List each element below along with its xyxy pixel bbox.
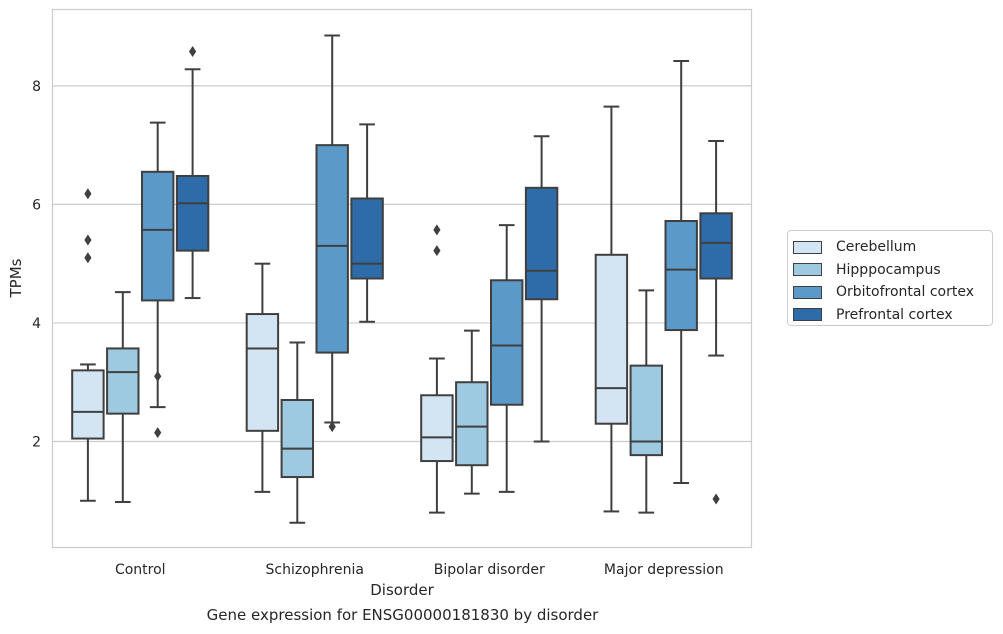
iqr-box — [245, 313, 280, 432]
iqr-box — [71, 369, 105, 440]
iqr-box — [699, 212, 733, 280]
box-major-depression-prefrontal-cortex — [699, 139, 733, 505]
outlier-point — [154, 370, 162, 382]
box-major-depression-cerebellum — [594, 105, 629, 513]
x-axis-ticks: Control Schizophrenia Bipolar disorder Majo… — [115, 562, 724, 578]
outlier-point — [154, 427, 162, 439]
boxes — [71, 34, 733, 524]
y-tick-label: 2 — [32, 434, 41, 450]
box-schizophrenia-hipppocampus — [280, 341, 315, 524]
box-bipolar-disorder-prefrontal-cortex — [524, 135, 559, 443]
x-tick-label-schizophrenia: Schizophrenia — [266, 562, 364, 578]
iqr-box — [140, 170, 175, 302]
legend-swatch — [793, 263, 822, 277]
outlier-point — [433, 245, 441, 257]
y-tick-label: 6 — [32, 197, 41, 213]
iqr-box — [280, 399, 315, 479]
y-axis-ticks: 2 4 6 8 — [32, 79, 41, 451]
iqr-box — [489, 279, 524, 406]
iqr-box — [106, 347, 140, 415]
iqr-box — [629, 364, 664, 457]
iqr-box — [420, 394, 454, 463]
outlier-point — [712, 493, 720, 505]
box-schizophrenia-orbitofrontal-cortex — [315, 34, 349, 433]
box-bipolar-disorder-hipppocampus — [455, 329, 489, 495]
box-bipolar-disorder-cerebellum — [420, 224, 454, 514]
box-major-depression-orbitofrontal-cortex — [664, 59, 698, 484]
legend-swatch — [793, 308, 822, 322]
box-control-prefrontal-cortex — [175, 45, 210, 300]
outlier-point — [328, 421, 336, 433]
outlier-point — [84, 188, 92, 200]
box-bipolar-disorder-orbitofrontal-cortex — [489, 224, 524, 493]
iqr-box — [594, 253, 629, 425]
y-tick-label: 4 — [32, 316, 41, 332]
legend-label: Hipppocampus — [836, 261, 941, 278]
outlier-point — [433, 224, 441, 236]
iqr-box — [175, 174, 210, 252]
x-tick-label-major-depression: Major depression — [604, 562, 724, 578]
outlier-point — [189, 45, 197, 57]
legend-label: Prefrontal cortex — [836, 306, 953, 323]
legend-swatch — [793, 285, 822, 299]
chart-caption: Gene expression for ENSG00000181830 by d… — [206, 606, 599, 624]
legend-item-cerebellum: Cerebellum — [788, 236, 992, 259]
box-major-depression-hipppocampus — [629, 289, 664, 514]
legend-item-hipppocampus: Hipppocampus — [788, 259, 992, 282]
x-tick-label-control: Control — [115, 562, 166, 578]
legend-swatch — [793, 240, 822, 254]
legend-label: Orbitofrontal cortex — [836, 284, 974, 301]
x-axis-label: Disorder — [370, 581, 434, 599]
y-tick-label: 8 — [32, 79, 41, 95]
iqr-box — [664, 220, 698, 332]
x-tick-label-bipolar-disorder: Bipolar disorder — [434, 562, 545, 578]
outlier-point — [84, 252, 92, 264]
box-schizophrenia-cerebellum — [245, 262, 280, 493]
box-control-hipppocampus — [106, 291, 140, 503]
legend-item-prefrontal-cortex: Prefrontal cortex — [788, 304, 992, 327]
iqr-box — [350, 197, 384, 280]
legend-label: Cerebellum — [836, 239, 917, 256]
legend-item-orbitofrontal-cortex: Orbitofrontal cortex — [788, 281, 992, 304]
iqr-box — [524, 186, 559, 301]
y-axis-label: TPMs — [7, 258, 25, 298]
outlier-point — [84, 234, 92, 246]
box-control-orbitofrontal-cortex — [140, 121, 175, 439]
box-control-cerebellum — [71, 188, 105, 502]
iqr-box — [315, 144, 349, 354]
legend: Cerebellum Hipppocampus Orbitofrontal cort… — [787, 230, 993, 326]
box-schizophrenia-prefrontal-cortex — [350, 123, 384, 323]
iqr-box — [455, 381, 489, 467]
